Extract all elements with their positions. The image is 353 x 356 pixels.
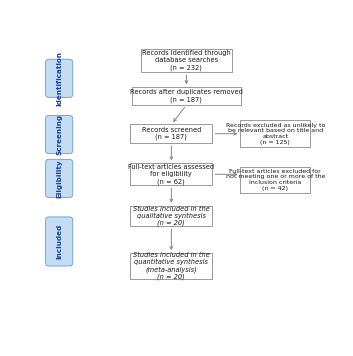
FancyBboxPatch shape [141,49,232,72]
FancyBboxPatch shape [240,167,310,193]
Text: Records screened
(n = 187): Records screened (n = 187) [142,127,201,141]
FancyBboxPatch shape [46,115,73,153]
Text: Studies included in the
qualitative synthesis
(n = 20): Studies included in the qualitative synt… [133,206,210,226]
Text: Identification: Identification [56,51,62,106]
FancyBboxPatch shape [130,206,213,226]
FancyBboxPatch shape [130,124,213,143]
Text: Screening: Screening [56,114,62,155]
Text: Records after duplicates removed
(n = 187): Records after duplicates removed (n = 18… [130,89,243,103]
FancyBboxPatch shape [46,217,73,266]
Text: Records identified through
database searches
(n = 232): Records identified through database sear… [142,50,231,71]
FancyBboxPatch shape [46,59,73,98]
FancyBboxPatch shape [240,120,310,147]
Text: Records excluded as unlikely to
be relevant based on title and
abstract
(n = 125: Records excluded as unlikely to be relev… [226,122,325,145]
Text: Full-text articles excluded for
not meeting one or more of the
inclusion criteri: Full-text articles excluded for not meet… [226,169,325,191]
FancyBboxPatch shape [46,159,73,198]
Text: Full-text articles assessed
for eligibility
(n = 62): Full-text articles assessed for eligibil… [128,164,214,184]
Text: Included: Included [56,224,62,259]
FancyBboxPatch shape [130,253,213,279]
Text: Studies included in the
quantitative synthesis
(meta-analysis)
(n = 20): Studies included in the quantitative syn… [133,252,210,280]
FancyBboxPatch shape [132,87,241,105]
FancyBboxPatch shape [130,163,213,185]
Text: Eligibility: Eligibility [56,159,62,198]
